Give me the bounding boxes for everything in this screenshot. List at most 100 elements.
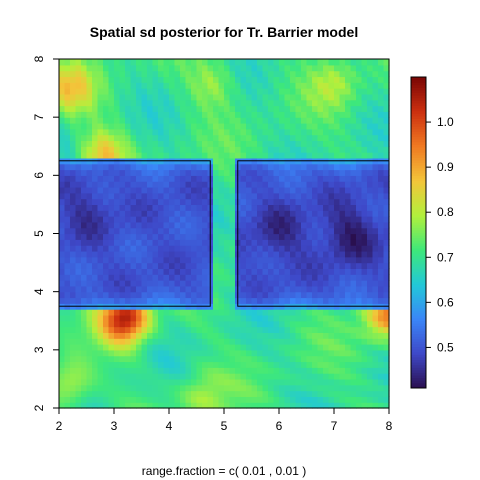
field-cell: [240, 256, 247, 264]
colorbar-band: [411, 242, 426, 246]
field-cell: [169, 361, 176, 368]
field-cell: [284, 344, 291, 351]
field-cell: [229, 105, 236, 112]
field-cell: [224, 122, 231, 130]
field-cell: [81, 134, 88, 142]
field-cell: [108, 250, 115, 258]
field-cell: [130, 384, 137, 392]
field-cell: [372, 181, 379, 188]
field-cell: [334, 134, 341, 142]
field-cell: [119, 367, 126, 374]
field-cell: [301, 274, 308, 281]
field-cell: [262, 297, 269, 304]
field-cell: [290, 221, 297, 229]
field-cell: [125, 320, 132, 328]
field-cell: [213, 250, 220, 258]
field-cell: [229, 373, 236, 380]
field-cell: [213, 140, 220, 147]
field-cell: [213, 186, 220, 194]
field-cell: [147, 186, 154, 194]
field-cell: [202, 146, 209, 153]
field-cell: [306, 373, 313, 380]
field-cell: [81, 373, 88, 380]
field-cell: [367, 59, 374, 66]
field-cell: [284, 216, 291, 223]
field-cell: [64, 146, 71, 153]
field-cell: [367, 128, 374, 136]
field-cell: [240, 390, 247, 397]
field-cell: [213, 105, 220, 112]
field-cell: [378, 105, 385, 112]
field-cell: [295, 93, 302, 101]
field-cell: [75, 332, 82, 339]
field-cell: [147, 309, 154, 316]
field-cell: [383, 210, 390, 217]
field-cell: [108, 186, 115, 194]
field-cell: [152, 88, 159, 95]
field-cell: [240, 378, 247, 386]
field-cell: [103, 285, 110, 293]
field-cell: [174, 175, 181, 182]
field-cell: [191, 64, 198, 72]
field-cell: [339, 233, 346, 240]
field-cell: [251, 59, 258, 66]
field-cell: [81, 192, 88, 200]
field-cell: [323, 367, 330, 374]
field-cell: [218, 250, 225, 258]
field-cell: [108, 64, 115, 72]
field-cell: [372, 373, 379, 380]
field-cell: [174, 349, 181, 357]
field-cell: [367, 344, 374, 351]
field-cell: [345, 233, 352, 240]
field-cell: [372, 82, 379, 89]
field-cell: [224, 355, 231, 363]
field-cell: [81, 396, 88, 403]
field-cell: [235, 152, 242, 159]
field-cell: [224, 274, 231, 281]
field-cell: [185, 320, 192, 328]
field-cell: [334, 250, 341, 258]
field-cell: [372, 320, 379, 328]
field-cell: [119, 186, 126, 194]
field-cell: [317, 227, 324, 235]
field-cell: [356, 227, 363, 235]
field-cell: [218, 99, 225, 107]
field-cell: [64, 233, 71, 240]
field-cell: [196, 250, 203, 258]
field-cell: [279, 233, 286, 240]
field-cell: [103, 198, 110, 206]
field-cell: [378, 70, 385, 78]
field-cell: [257, 390, 264, 397]
field-cell: [345, 76, 352, 83]
field-cell: [301, 338, 308, 345]
field-cell: [268, 105, 275, 112]
field-cell: [147, 291, 154, 299]
field-cell: [75, 181, 82, 188]
field-cell: [191, 134, 198, 142]
field-cell: [141, 396, 148, 403]
field-cell: [306, 117, 313, 124]
field-cell: [158, 64, 165, 72]
field-cell: [367, 169, 374, 176]
field-cell: [262, 285, 269, 293]
field-cell: [290, 291, 297, 299]
field-cell: [306, 82, 313, 89]
field-cell: [257, 146, 264, 153]
field-cell: [92, 344, 99, 351]
field-cell: [240, 361, 247, 368]
field-cell: [119, 59, 126, 66]
field-cell: [290, 326, 297, 333]
field-cell: [301, 239, 308, 246]
field-cell: [97, 384, 104, 392]
field-cell: [158, 250, 165, 258]
colorbar-band: [411, 307, 426, 311]
field-cell: [136, 268, 143, 275]
field-cell: [235, 59, 242, 66]
field-cell: [64, 82, 71, 89]
field-cell: [361, 175, 368, 182]
field-cell: [114, 221, 121, 229]
field-cell: [59, 64, 66, 72]
field-cell: [312, 314, 319, 322]
field-cell: [218, 268, 225, 275]
field-cell: [108, 274, 115, 281]
